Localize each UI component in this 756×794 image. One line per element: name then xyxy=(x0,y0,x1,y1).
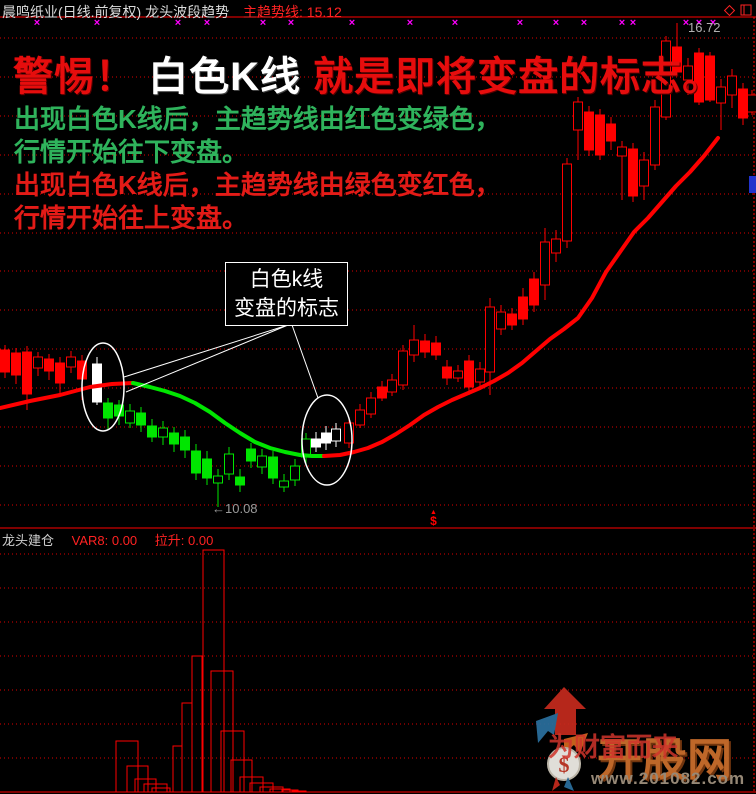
diamond-icon[interactable] xyxy=(722,3,736,17)
watermark-sitename: 开股网 xyxy=(597,734,733,785)
svg-text:×: × xyxy=(710,17,716,29)
svg-text:×: × xyxy=(349,17,355,29)
svg-text:×: × xyxy=(94,17,100,29)
titlebar: 晨鸣纸业(日线.前复权) 龙头波段趋势 主趋势线: 15.12 xyxy=(2,2,342,22)
price-high-label: 16.72 xyxy=(688,20,721,35)
watermark-url: www.201082.com xyxy=(591,769,746,788)
headline-white-kline: 白色K线 xyxy=(148,55,302,99)
watermark-logo: $ xyxy=(536,687,588,791)
svg-text:×: × xyxy=(452,17,458,29)
headline-warn: 警惕！ xyxy=(13,55,136,99)
stock-title: 晨鸣纸业(日线.前复权) 龙头波段趋势 xyxy=(2,4,230,20)
signal-dollar: $ xyxy=(430,514,437,528)
note-green-line1: 出现白色K线后，主趋势线由红色变绿色， xyxy=(14,104,501,134)
note-red-line2: 行情开始往上变盘。 xyxy=(14,203,249,233)
svg-text:×: × xyxy=(288,17,294,29)
watermark-slogan: 为财富而来 xyxy=(548,732,679,762)
svg-text:×: × xyxy=(260,17,266,29)
callout-text-line1: 白色k线 xyxy=(249,268,324,291)
svg-text:×: × xyxy=(175,17,181,29)
subpanel-header: 龙头建仓 VAR8: 0.00 拉升: 0.00 xyxy=(2,530,213,549)
box-icon[interactable] xyxy=(739,3,753,17)
svg-text:×: × xyxy=(517,17,523,29)
warning-headline: 警惕！ 白色K线 就是即将变盘的标志。 xyxy=(13,44,723,102)
trend-value-label: 主趋势线: 15.12 xyxy=(243,4,342,20)
svg-text:×: × xyxy=(581,17,587,29)
logo-dollar-glyph: $ xyxy=(559,752,570,777)
note-green-line2: 行情开始往下变盘。 xyxy=(14,137,249,167)
svg-text:×: × xyxy=(619,17,625,29)
svg-text:×: × xyxy=(34,17,40,29)
headline-rest: 就是即将变盘的标志。 xyxy=(313,55,724,99)
svg-text:×: × xyxy=(630,17,636,29)
corner-icons xyxy=(722,3,753,17)
watermark: $ 为财富而来 开股网 www.201082.com xyxy=(525,683,756,794)
signal-arrow: ▲ xyxy=(430,509,437,516)
note-red-line1: 出现白色K线后，主趋势线由绿色变红色， xyxy=(14,170,501,200)
indicator-var8: VAR8: 0.00 xyxy=(71,533,138,548)
svg-text:×: × xyxy=(683,17,689,29)
callout-box: 白色k线 变盘的标志 xyxy=(225,262,348,326)
indicator-name: 龙头建仓 xyxy=(2,533,55,548)
indicator-lashen: 拉升: 0.00 xyxy=(154,533,214,548)
svg-text:×: × xyxy=(553,17,559,29)
svg-text:×: × xyxy=(407,17,413,29)
callout-text-line2: 变盘的标志 xyxy=(234,297,339,320)
buy-signal-marker: ▲ $ xyxy=(430,509,437,528)
price-low-label: ←10.08 xyxy=(212,501,258,516)
svg-text:×: × xyxy=(204,17,210,29)
svg-text:×: × xyxy=(696,17,702,29)
